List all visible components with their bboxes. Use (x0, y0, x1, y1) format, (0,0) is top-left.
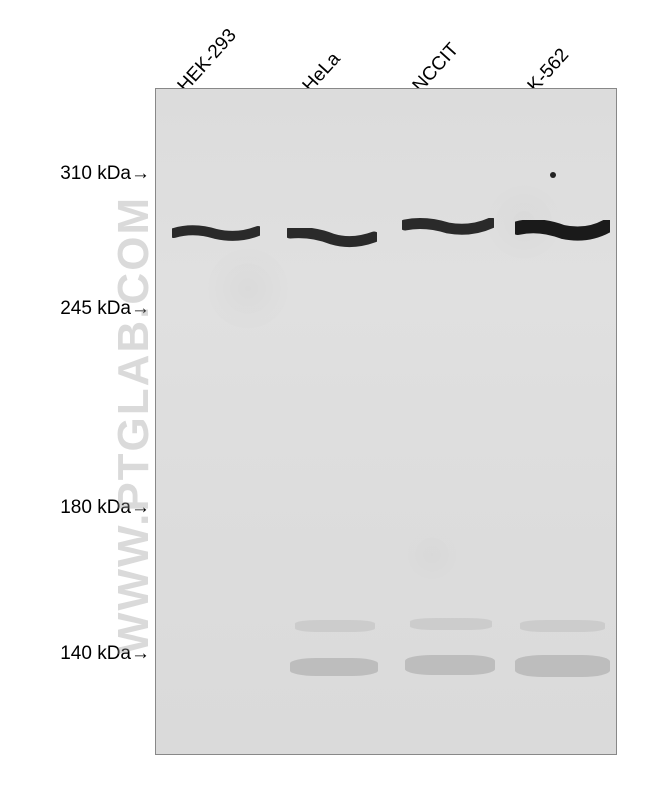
watermark-text: WWW.PTGLAB.COM (109, 196, 159, 654)
lane-label-text: HEK-293 (174, 25, 241, 96)
artifact-dot (550, 172, 556, 178)
marker-label-text: 310 kDa→ (60, 163, 150, 184)
faint-band-lane2-upper (295, 620, 375, 632)
marker-310kda: 310 kDa→ (45, 163, 150, 185)
band-main-lane1 (172, 225, 260, 240)
band-main-lane4 (515, 220, 610, 240)
faint-band-lane2-lower (290, 658, 378, 676)
faint-band-lane4-lower (515, 655, 610, 677)
band-main-lane3 (402, 218, 494, 234)
band-shape (287, 228, 377, 248)
faint-band-lane4-upper (520, 620, 605, 632)
western-blot-figure: HEK-293 HeLa NCCIT K-562 310 kDa→ 245 kD… (0, 0, 650, 789)
band-main-lane2 (287, 228, 377, 245)
lane-label-hek293: HEK-293 (174, 25, 242, 97)
band-shape (515, 220, 610, 242)
band-shape (172, 225, 260, 243)
band-shape (402, 218, 494, 236)
watermark-content: WWW.PTGLAB.COM (109, 196, 158, 654)
faint-band-lane3-upper (410, 618, 492, 630)
faint-band-lane3-lower (405, 655, 495, 675)
